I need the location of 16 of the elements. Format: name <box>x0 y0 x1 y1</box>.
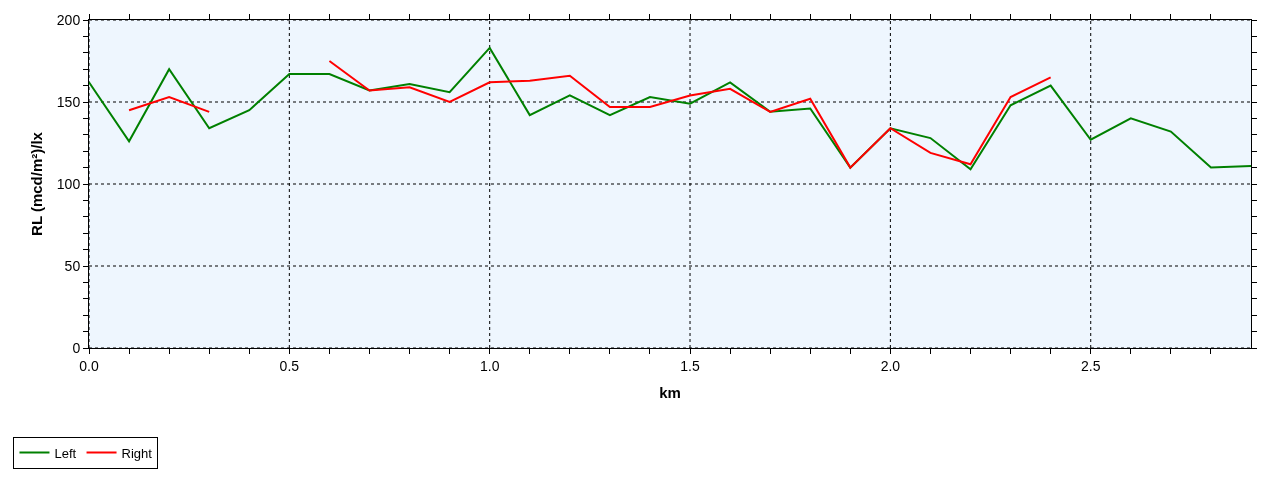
y-tick-label: 50 <box>64 257 81 274</box>
legend-label: Right <box>121 445 153 461</box>
y-axis-title: RL (mcd/m²)/lx <box>28 131 46 236</box>
line-series <box>89 46 1251 171</box>
y-tick-label: 0 <box>72 339 81 356</box>
x-tick-label: 1.5 <box>680 357 700 374</box>
x-tick-label: 0.5 <box>279 357 300 374</box>
x-tick-label: 2.0 <box>880 357 901 374</box>
x-tick-label: 0.0 <box>79 357 99 374</box>
x-tick-label: 2.5 <box>1080 357 1101 374</box>
x-axis-title: km <box>659 383 681 401</box>
y-tick-label: 200 <box>56 11 81 28</box>
x-tick-label: 1.0 <box>479 357 500 374</box>
legend-label: Left <box>54 445 77 461</box>
y-tick-label: 150 <box>56 93 81 110</box>
y-tick-label: 100 <box>56 175 81 192</box>
